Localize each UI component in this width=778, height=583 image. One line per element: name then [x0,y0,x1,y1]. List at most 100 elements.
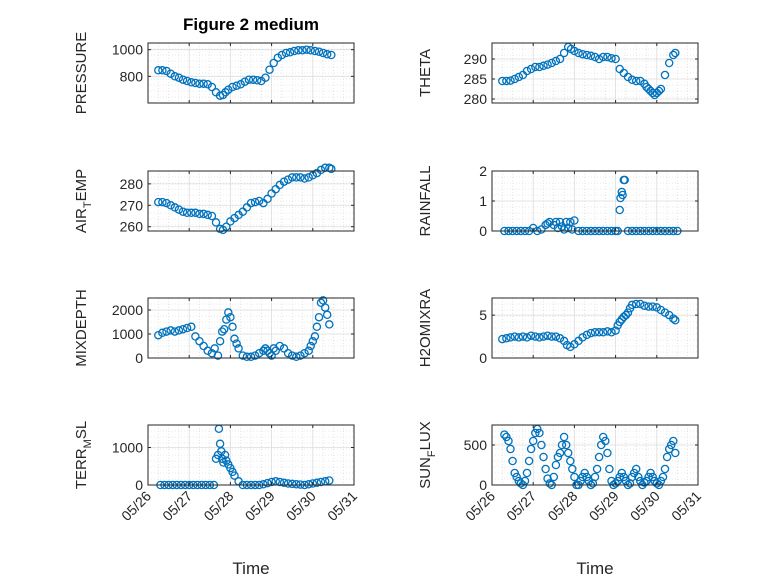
data-point [631,76,641,86]
data-point [294,46,303,55]
data-point [586,328,596,338]
data-point [170,327,180,336]
y-axis-label: PRESSURE [73,32,90,115]
data-point [308,336,318,346]
data-point [210,344,219,353]
axes-box [147,42,355,104]
subplot-pressure: 800 1000 PRESSURE [73,32,355,115]
data-point [187,208,196,218]
data-point [566,456,575,466]
data-point [178,324,188,334]
data-point [531,62,540,72]
data-point [310,332,320,341]
data-point [316,477,326,487]
data-point [615,205,624,215]
data-point [218,90,228,100]
y-tick-label: 260 [120,219,144,235]
data-point [535,428,544,438]
data-point [598,432,608,442]
data-point [182,208,192,218]
data-point [646,468,655,478]
data-point [603,448,612,458]
data-point [557,440,567,450]
data-point [182,76,192,86]
data-point [154,197,163,207]
data-point [238,351,248,360]
data-point [619,312,629,322]
data-point [543,219,552,228]
data-point [605,464,614,474]
data-point [522,468,532,478]
data-point [518,332,528,341]
data-point [312,322,322,332]
data-point [325,476,334,485]
data-point [648,472,657,482]
data-point [327,164,336,174]
data-point [316,165,326,175]
data-point [590,52,600,62]
data-point [300,348,309,358]
data-point [603,52,612,62]
data-point [240,77,250,86]
data-point [510,332,519,341]
data-point [195,209,204,219]
data-point [671,48,680,58]
data-point [279,478,289,488]
data-point [325,320,334,329]
data-point [669,314,678,323]
subplot-h2omixra: 0 5 H2OMIXRA [417,289,699,367]
data-point [563,448,573,458]
data-point [524,456,534,466]
data-point [627,300,637,310]
data-point [570,46,579,56]
y-axis-label: RAINFALL [417,166,434,237]
data-point [502,334,511,343]
data-point [296,173,305,182]
data-point [658,472,668,482]
data-point [568,464,577,474]
y-tick-label: 800 [120,68,144,84]
data-point [592,464,602,474]
data-point [615,472,624,482]
data-point [215,336,225,346]
data-point [263,194,272,204]
data-point [570,472,579,482]
data-point [559,336,569,346]
data-point [322,310,332,320]
data-point [566,217,575,227]
data-point [619,472,629,482]
y-tick-label: 0 [135,350,143,366]
data-point [541,464,550,474]
data-point [254,196,264,206]
y-axis-label: TERRMSL [73,421,94,489]
data-point [545,479,554,488]
axes-box [147,297,355,359]
data-point [277,50,287,60]
data-point [578,333,587,342]
data-point [662,452,672,462]
data-point [543,60,552,69]
data-point [246,352,256,362]
data-point [551,460,561,470]
data-point [154,330,163,340]
data-point [304,346,313,356]
data-point [598,328,608,337]
data-point [594,452,604,462]
data-point [199,79,208,88]
data-point [502,432,511,442]
data-point [316,298,326,308]
y-tick-label: 0 [479,350,487,366]
data-point [292,173,301,182]
data-point [627,472,637,482]
axes-box [491,424,699,486]
data-point [232,81,241,90]
data-point [248,75,258,84]
data-point [250,197,260,207]
data-point [292,480,301,489]
data-point [582,50,592,60]
x-axis-label-left: Time [232,559,269,578]
data-point [510,74,519,84]
y-tick-label: 500 [464,437,488,453]
data-point [539,332,548,341]
x-tick-label: 05/27 [503,488,539,524]
